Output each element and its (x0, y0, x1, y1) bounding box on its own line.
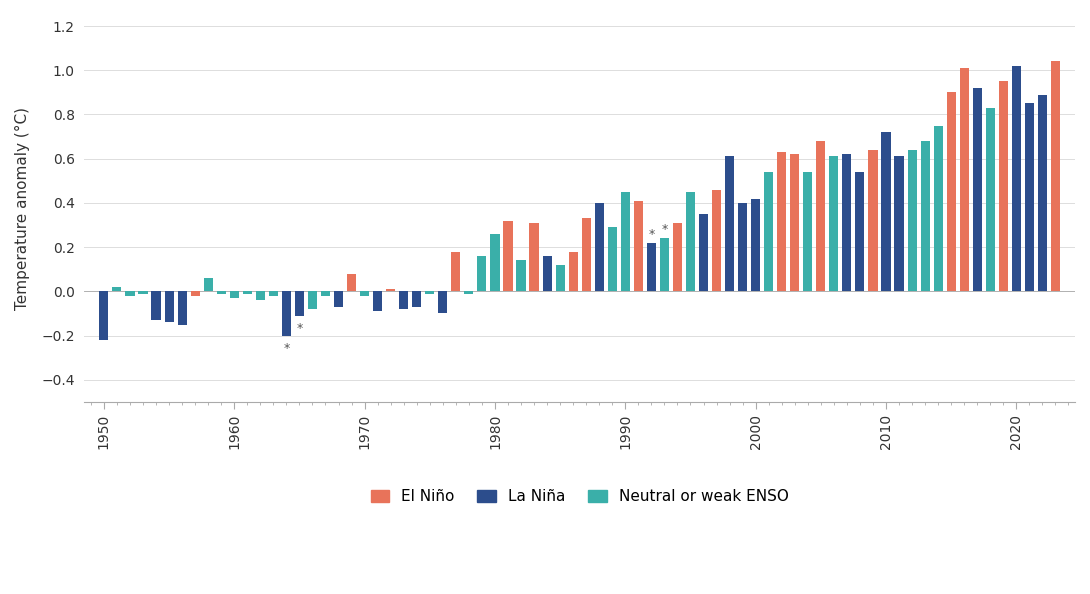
Bar (490, 234, 499, 292)
Bar (959, 68, 969, 292)
Bar (178, 292, 186, 324)
Bar (620, 192, 630, 292)
Bar (777, 152, 786, 292)
Bar (882, 132, 891, 292)
Bar (320, 292, 330, 296)
Bar (334, 292, 343, 307)
Bar (738, 203, 747, 292)
Bar (908, 150, 917, 292)
Bar (152, 292, 160, 320)
Bar (438, 292, 447, 314)
Bar (204, 278, 213, 292)
Bar (295, 292, 304, 315)
Bar (347, 274, 356, 292)
Bar (764, 172, 773, 292)
Legend: El Niño, La Niña, Neutral or weak ENSO: El Niño, La Niña, Neutral or weak ENSO (364, 483, 795, 510)
Bar (256, 292, 265, 300)
Bar (712, 189, 722, 292)
Bar (998, 81, 1008, 292)
Bar (869, 150, 877, 292)
Bar (217, 292, 226, 293)
Bar (582, 219, 591, 292)
Bar (816, 141, 825, 292)
Text: *: * (296, 323, 303, 336)
Bar (843, 154, 851, 292)
Bar (608, 228, 617, 292)
Bar (360, 292, 370, 296)
Bar (543, 256, 552, 292)
Bar (99, 292, 109, 340)
Bar (659, 238, 669, 292)
Bar (399, 292, 409, 309)
Bar (243, 292, 252, 293)
Bar (673, 223, 682, 292)
Bar (1025, 103, 1034, 292)
Bar (451, 252, 460, 292)
Bar (230, 292, 239, 298)
Text: *: * (283, 342, 290, 355)
Bar (725, 156, 735, 292)
Bar (895, 156, 904, 292)
Bar (477, 256, 486, 292)
Bar (699, 214, 709, 292)
Bar (1051, 61, 1059, 292)
Bar (946, 93, 956, 292)
Bar (1038, 94, 1047, 292)
Bar (972, 88, 982, 292)
Bar (282, 292, 291, 336)
Bar (646, 243, 656, 292)
Bar (138, 292, 147, 293)
Bar (373, 292, 383, 311)
Bar (425, 292, 434, 293)
Bar (569, 252, 578, 292)
Bar (504, 220, 512, 292)
Bar (595, 203, 604, 292)
Bar (829, 156, 838, 292)
Bar (307, 292, 317, 309)
Bar (1012, 66, 1021, 292)
Bar (530, 223, 538, 292)
Bar (191, 292, 199, 296)
Bar (125, 292, 134, 296)
Bar (686, 192, 695, 292)
Bar (985, 108, 995, 292)
Bar (269, 292, 278, 296)
Bar (751, 198, 760, 292)
Bar (856, 172, 864, 292)
Bar (633, 201, 643, 292)
Bar (165, 292, 173, 323)
Bar (386, 289, 396, 292)
Y-axis label: Temperature anomaly (°C): Temperature anomaly (°C) (15, 107, 31, 310)
Bar (921, 141, 930, 292)
Bar (464, 292, 473, 293)
Bar (933, 125, 943, 292)
Text: *: * (649, 228, 654, 241)
Bar (803, 172, 812, 292)
Bar (412, 292, 422, 307)
Bar (517, 260, 525, 292)
Bar (790, 154, 799, 292)
Bar (112, 287, 121, 292)
Text: *: * (662, 223, 667, 236)
Bar (556, 265, 565, 292)
